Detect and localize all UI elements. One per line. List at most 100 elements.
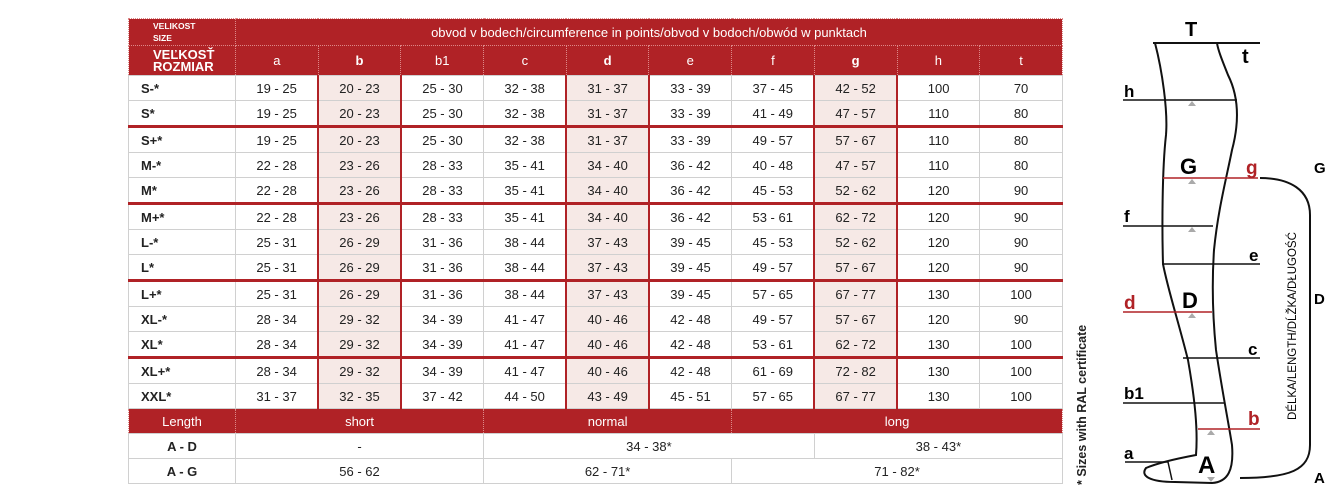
size-label-top: VELIKOST SIZE <box>128 18 236 46</box>
cell-b1: 28 - 33 <box>400 177 485 205</box>
column-header-e: e <box>648 45 733 76</box>
cell-b: 29 - 32 <box>317 357 402 384</box>
header-row-2: VEĽKOSŤ ROZMIAR a b b1 c d e f g h t <box>128 45 1063 76</box>
bracket-label-A: A <box>1314 470 1325 487</box>
column-header-d: d <box>565 45 650 76</box>
toe-line <box>1167 461 1173 481</box>
cell-b: 20 - 23 <box>317 100 402 128</box>
column-header-c: c <box>483 45 567 76</box>
cell-g: 57 - 67 <box>813 254 898 282</box>
label-D: D <box>1182 288 1198 313</box>
cell-t: 90 <box>979 177 1063 205</box>
length-value: 38 - 43* <box>813 433 1063 459</box>
cell-g: 57 - 67 <box>813 306 898 332</box>
cell-a: 19 - 25 <box>235 126 319 153</box>
cell-h: 120 <box>896 177 981 205</box>
cell-c: 32 - 38 <box>483 100 567 128</box>
size-cell: L* <box>128 254 236 282</box>
table-row: S* 19 - 25 20 - 23 25 - 30 32 - 38 31 - 37 33 … <box>128 100 1063 128</box>
cell-a: 28 - 34 <box>235 331 319 359</box>
cell-b1: 37 - 42 <box>400 383 485 409</box>
cell-d: 40 - 46 <box>565 331 650 359</box>
cell-b: 23 - 26 <box>317 203 402 230</box>
cell-f: 49 - 57 <box>731 306 815 332</box>
cell-h: 120 <box>896 306 981 332</box>
cell-g: 52 - 62 <box>813 177 898 205</box>
cell-e: 33 - 39 <box>648 100 733 128</box>
table-row: M+* 22 - 28 23 - 26 28 - 33 35 - 41 34 - 40 36… <box>128 203 1063 230</box>
cell-b1: 34 - 39 <box>400 331 485 359</box>
header-row-1: VELIKOST SIZE obvod v bodech/circumferenc… <box>128 18 1063 46</box>
length-value: 62 - 71* <box>483 458 733 484</box>
cell-t: 100 <box>979 331 1063 359</box>
cell-b: 26 - 29 <box>317 280 402 307</box>
cell-d: 34 - 40 <box>565 152 650 178</box>
table-row: L+* 25 - 31 26 - 29 31 - 36 38 - 44 37 - 43 39… <box>128 280 1063 307</box>
column-header-t: t <box>979 45 1063 76</box>
cell-e: 42 - 48 <box>648 306 733 332</box>
cell-b: 26 - 29 <box>317 229 402 255</box>
cell-a: 19 - 25 <box>235 100 319 128</box>
cell-t: 100 <box>979 383 1063 409</box>
label-c: c <box>1248 340 1257 359</box>
cell-d: 40 - 46 <box>565 357 650 384</box>
cell-b1: 28 - 33 <box>400 203 485 230</box>
cell-e: 33 - 39 <box>648 126 733 153</box>
cell-c: 38 - 44 <box>483 254 567 282</box>
cell-h: 130 <box>896 357 981 384</box>
table-row: L-* 25 - 31 26 - 29 31 - 36 38 - 44 37 - 43 39… <box>128 229 1063 255</box>
cell-d: 37 - 43 <box>565 254 650 282</box>
size-cell: M-* <box>128 152 236 178</box>
label-b: b <box>1248 409 1260 430</box>
label-T: T <box>1185 19 1197 41</box>
table-row: L* 25 - 31 26 - 29 31 - 36 38 - 44 37 - 43 39 … <box>128 254 1063 282</box>
cell-b1: 31 - 36 <box>400 280 485 307</box>
cell-t: 100 <box>979 357 1063 384</box>
label-t: t <box>1242 46 1249 68</box>
label-g: g <box>1246 158 1258 179</box>
cell-b: 29 - 32 <box>317 331 402 359</box>
measure-point-markers <box>1188 101 1215 482</box>
cell-d: 34 - 40 <box>565 177 650 205</box>
cell-d: 37 - 43 <box>565 280 650 307</box>
size-cell: XL+* <box>128 357 236 384</box>
length-bracket <box>1239 177 1311 479</box>
length-row: A - G 56 - 62 62 - 71* 71 - 82* <box>128 458 1063 484</box>
cell-f: 49 - 57 <box>731 254 815 282</box>
size-label-pl: ROZMIAR <box>153 58 214 74</box>
cell-e: 36 - 42 <box>648 203 733 230</box>
length-label: Length <box>128 408 236 434</box>
cell-g: 47 - 57 <box>813 100 898 128</box>
table-row: XL* 28 - 34 29 - 32 34 - 39 41 - 47 40 - 46 42… <box>128 331 1063 359</box>
length-range-label: A - D <box>128 433 236 459</box>
column-header-g: g <box>813 45 898 76</box>
cell-g: 57 - 67 <box>813 126 898 153</box>
cell-c: 38 - 44 <box>483 280 567 307</box>
cell-e: 36 - 42 <box>648 177 733 205</box>
cell-e: 42 - 48 <box>648 357 733 384</box>
size-cell: S* <box>128 100 236 128</box>
cell-e: 39 - 45 <box>648 254 733 282</box>
cell-h: 120 <box>896 229 981 255</box>
length-header-row: Length short normal long <box>128 408 1063 434</box>
cell-f: 53 - 61 <box>731 331 815 359</box>
bracket-label-G: G <box>1314 160 1326 177</box>
column-header-a: a <box>235 45 319 76</box>
size-chart-table: VELIKOST SIZE obvod v bodech/circumferenc… <box>128 18 1063 484</box>
length-value: 56 - 62 <box>234 458 485 484</box>
column-header-f: f <box>731 45 815 76</box>
size-label-cz: VELIKOST <box>153 21 196 31</box>
cell-c: 41 - 47 <box>483 357 567 384</box>
cell-d: 31 - 37 <box>565 126 650 153</box>
cell-e: 42 - 48 <box>648 331 733 359</box>
cell-h: 120 <box>896 254 981 282</box>
cell-g: 72 - 82 <box>813 357 898 384</box>
cell-t: 80 <box>979 100 1063 128</box>
cell-h: 130 <box>896 383 981 409</box>
size-cell: XL* <box>128 331 236 359</box>
table-row: M* 22 - 28 23 - 26 28 - 33 35 - 41 34 - 40 36 … <box>128 177 1063 205</box>
cell-d: 37 - 43 <box>565 229 650 255</box>
circumference-header: obvod v bodech/circumference in points/o… <box>235 18 1063 46</box>
cell-d: 43 - 49 <box>565 383 650 409</box>
